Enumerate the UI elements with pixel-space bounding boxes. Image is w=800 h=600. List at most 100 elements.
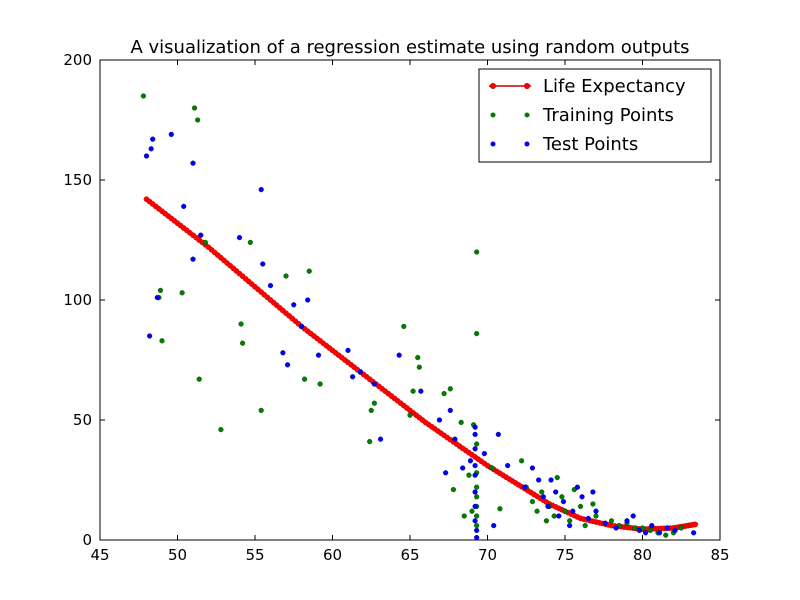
training-point xyxy=(302,376,308,382)
test-point xyxy=(672,527,678,534)
training-point xyxy=(608,518,615,524)
training-point xyxy=(469,508,475,514)
test-point xyxy=(636,527,643,534)
test-points-series xyxy=(143,131,697,541)
test-point xyxy=(305,297,311,303)
test-point xyxy=(350,374,356,380)
x-tick-label: 55 xyxy=(245,546,264,564)
training-point xyxy=(497,506,503,512)
legend-label-test-points: Test Points xyxy=(542,134,638,155)
test-point xyxy=(298,323,305,330)
training-point xyxy=(240,340,246,346)
test-point xyxy=(548,477,554,483)
test-point xyxy=(280,350,286,356)
test-point xyxy=(545,503,551,510)
training-point xyxy=(474,249,480,255)
legend-marker-training-points xyxy=(490,112,496,118)
test-point xyxy=(418,388,424,394)
test-point xyxy=(150,136,156,142)
x-tick-label: 65 xyxy=(400,546,419,564)
legend-label-life-expectancy: Life Expectancy xyxy=(543,76,686,97)
x-tick-label: 50 xyxy=(168,546,187,564)
training-point xyxy=(202,239,209,246)
training-point xyxy=(567,518,573,524)
training-point xyxy=(559,494,565,500)
test-point xyxy=(472,431,478,438)
test-point xyxy=(472,446,478,452)
training-point xyxy=(159,338,165,344)
training-point xyxy=(415,355,421,361)
training-point xyxy=(590,501,596,507)
training-point xyxy=(317,381,323,387)
life-expectancy-line xyxy=(145,198,696,531)
training-point xyxy=(458,419,464,426)
axis-ticks: 45 50 55 60 65 70 75 80 85 0 50 100 150 200 xyxy=(63,51,729,564)
x-tick-label: 75 xyxy=(555,546,574,564)
y-tick-label: 150 xyxy=(63,171,92,189)
test-point xyxy=(579,494,585,500)
x-tick-label: 70 xyxy=(478,546,497,564)
training-point xyxy=(140,93,147,99)
test-point xyxy=(560,499,567,505)
training-point xyxy=(632,525,638,531)
test-point xyxy=(168,131,174,138)
test-point xyxy=(540,494,546,500)
test-point xyxy=(536,477,542,483)
training-point xyxy=(195,117,201,123)
test-point xyxy=(474,534,480,541)
x-tick-label: 80 xyxy=(633,546,652,564)
test-point xyxy=(529,465,536,471)
test-point xyxy=(472,518,478,524)
training-point xyxy=(663,532,669,538)
training-point xyxy=(196,376,202,382)
test-point xyxy=(481,451,488,457)
test-point xyxy=(396,352,402,358)
y-tick-label: 100 xyxy=(63,291,92,309)
test-point xyxy=(602,520,608,526)
training-point xyxy=(371,400,377,406)
test-point xyxy=(691,530,697,536)
training-point xyxy=(157,287,164,294)
training-point xyxy=(678,525,684,531)
test-point xyxy=(574,484,581,490)
test-point xyxy=(474,527,480,534)
test-point xyxy=(590,489,596,495)
test-point xyxy=(460,465,466,471)
training-point xyxy=(554,475,560,481)
training-point xyxy=(647,527,653,534)
test-point xyxy=(436,417,443,423)
test-point xyxy=(190,256,196,262)
test-point xyxy=(585,515,591,522)
test-point xyxy=(181,203,187,210)
test-point xyxy=(630,513,636,519)
training-point xyxy=(410,388,416,394)
legend-marker-life-expectancy xyxy=(524,83,530,89)
test-point xyxy=(664,525,670,531)
training-point xyxy=(474,522,480,529)
test-point xyxy=(154,295,160,301)
training-point xyxy=(529,499,536,505)
training-point xyxy=(551,513,557,519)
test-point xyxy=(315,352,322,358)
test-point xyxy=(642,530,649,536)
training-point xyxy=(283,273,289,279)
test-point xyxy=(443,470,449,476)
test-point xyxy=(593,508,599,514)
test-point xyxy=(472,472,478,478)
training-point xyxy=(247,239,253,246)
life-expectancy-series xyxy=(143,196,699,533)
training-point xyxy=(582,522,588,529)
chart-title: A visualization of a regression estimate… xyxy=(130,37,689,58)
training-point xyxy=(593,513,599,519)
test-point xyxy=(491,522,497,529)
x-tick-label: 45 xyxy=(90,546,109,564)
test-point xyxy=(377,436,384,442)
test-point xyxy=(371,381,377,387)
test-point xyxy=(472,503,478,510)
test-point xyxy=(522,484,528,490)
training-point xyxy=(401,323,407,330)
training-point xyxy=(466,472,472,478)
training-point xyxy=(258,407,264,414)
